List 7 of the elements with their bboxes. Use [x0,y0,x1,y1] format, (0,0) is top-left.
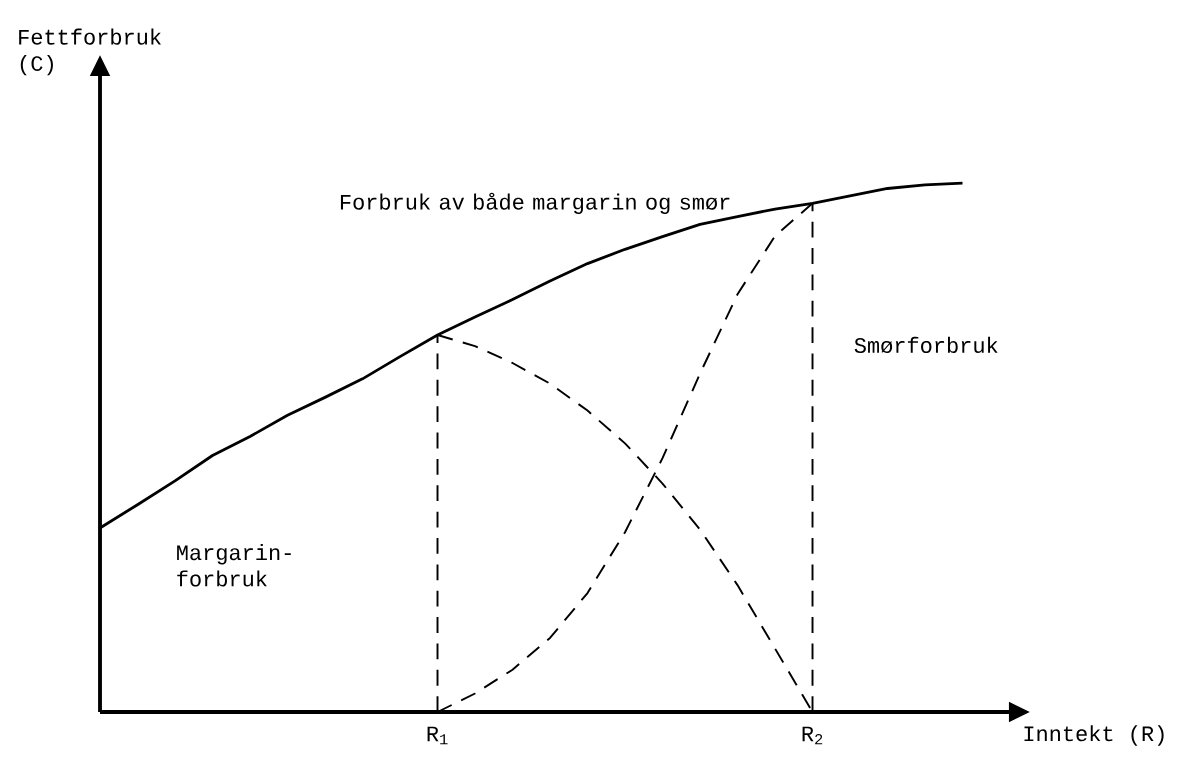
annotation: Margarin-forbruk [177,544,291,587]
annotation: Forbruk av både margarin og smør [340,192,730,214]
annotation: Smørforbruk [854,336,998,353]
x-tick-label: R$_{1}$ [427,726,448,745]
y-axis-title: Fettforbruk (C) [19,28,161,76]
x-tick-label: R$_{2}$ [802,726,823,745]
x-axis-title: Inntekt (R) [1024,725,1164,746]
